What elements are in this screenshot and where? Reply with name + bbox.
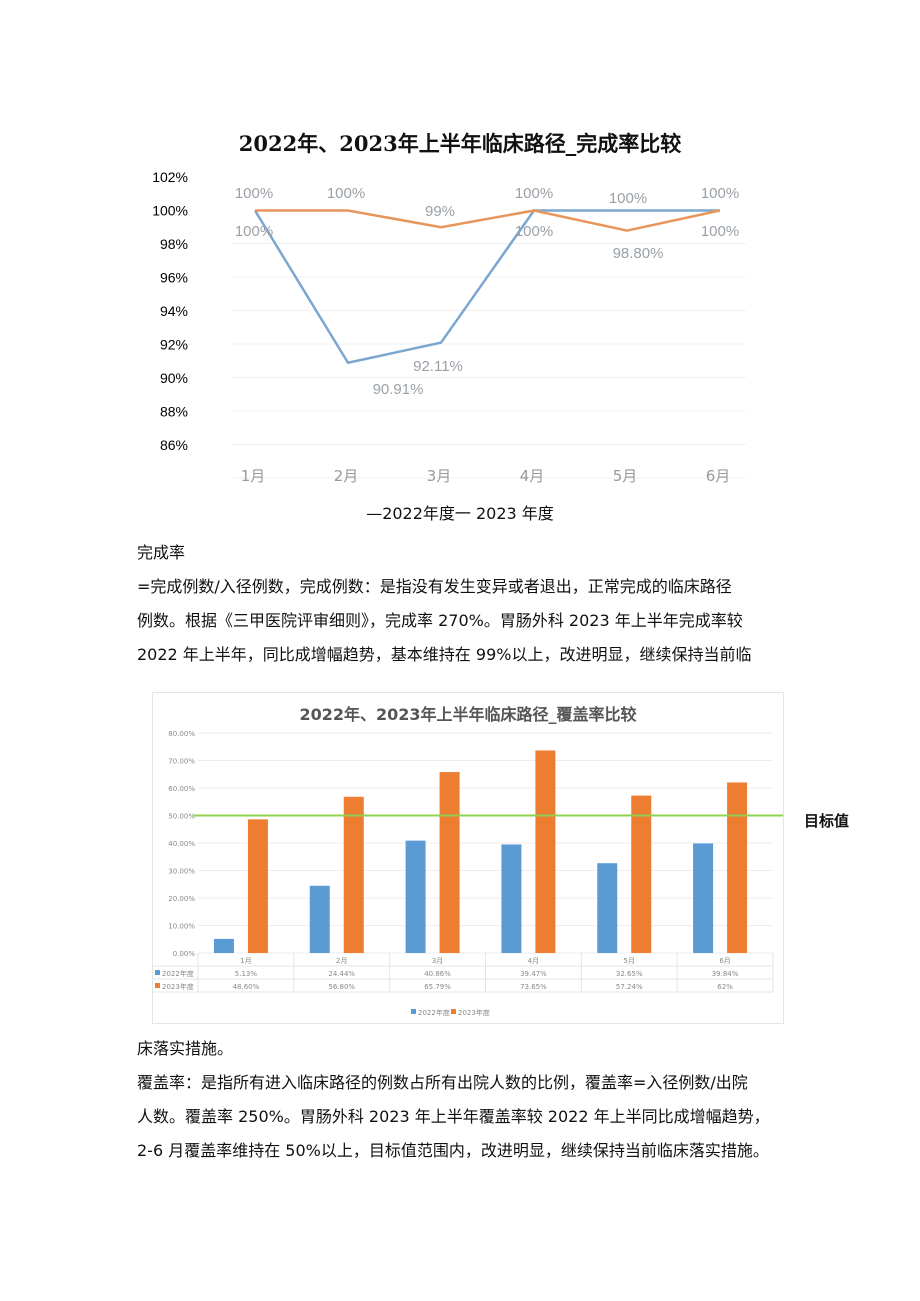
svg-text:40.86%: 40.86% — [424, 970, 451, 978]
svg-text:0.00%: 0.00% — [173, 950, 196, 958]
svg-text:73.65%: 73.65% — [520, 983, 547, 991]
svg-text:98.80%: 98.80% — [613, 245, 664, 262]
svg-text:32.65%: 32.65% — [616, 970, 643, 978]
svg-text:48.60%: 48.60% — [233, 983, 260, 991]
svg-text:99%: 99% — [425, 203, 455, 220]
svg-text:1月: 1月 — [241, 467, 266, 485]
completion-rate-line-chart: 102% 100% 98% 96% 94% 92% 90% 88% 86% 100% 100% 100… — [0, 0, 920, 520]
svg-text:6月: 6月 — [706, 467, 731, 485]
svg-text:62%: 62% — [717, 983, 733, 991]
svg-text:40.00%: 40.00% — [168, 840, 195, 848]
svg-text:2月: 2月 — [334, 467, 359, 485]
svg-text:100%: 100% — [235, 223, 273, 240]
svg-text:4月: 4月 — [528, 957, 539, 965]
svg-text:86%: 86% — [160, 437, 188, 453]
completion-label: 完成率 — [137, 543, 186, 562]
svg-text:2023年度: 2023年度 — [162, 982, 194, 991]
svg-text:98%: 98% — [160, 236, 188, 252]
svg-text:100%: 100% — [515, 185, 553, 202]
chart2-title: 2022年、2023年上半年临床路径_覆盖率比较 — [299, 705, 637, 724]
svg-text:24.44%: 24.44% — [328, 970, 355, 978]
svg-text:90%: 90% — [160, 370, 188, 386]
svg-text:2月: 2月 — [336, 957, 347, 965]
svg-text:2022年度: 2022年度 — [162, 969, 194, 978]
svg-text:100%: 100% — [701, 223, 739, 240]
svg-text:100%: 100% — [609, 190, 647, 207]
svg-text:90.91%: 90.91% — [373, 381, 424, 398]
text-line: 例数。根据《三甲医院评审细则》，完成率 270%。胃肠外科 2023 年上半年完… — [137, 611, 743, 630]
svg-text:30.00%: 30.00% — [168, 868, 195, 876]
svg-text:4月: 4月 — [520, 467, 545, 485]
svg-text:96%: 96% — [160, 270, 188, 286]
svg-text:10.00%: 10.00% — [168, 923, 195, 931]
paragraph-coverage: 床落实措施。 覆盖率：是指所有进入临床路径的例数占所有出院人数的比例，覆盖率=入… — [137, 1032, 817, 1168]
svg-text:94%: 94% — [160, 303, 188, 319]
chart1-legend: —2022年度一 2023 年度 — [366, 504, 554, 523]
text-line: 床落实措施。 — [137, 1039, 234, 1058]
svg-text:88%: 88% — [160, 404, 188, 420]
svg-text:3月: 3月 — [427, 467, 452, 485]
svg-text:92%: 92% — [160, 337, 188, 353]
svg-text:100%: 100% — [327, 185, 365, 202]
paragraph-completion: 完成率 =完成例数/入径例数，完成例数：是指没有发生变异或者退出，正常完成的临床… — [137, 536, 817, 672]
svg-text:6月: 6月 — [719, 957, 730, 965]
svg-text:100%: 100% — [515, 223, 553, 240]
svg-text:20.00%: 20.00% — [168, 895, 195, 903]
text-line: =完成例数/入径例数，完成例数：是指没有发生变异或者退出，正常完成的临床路径 — [137, 577, 732, 596]
svg-text:1月: 1月 — [240, 957, 251, 965]
svg-text:5月: 5月 — [613, 467, 638, 485]
svg-text:2023年度: 2023年度 — [458, 1008, 490, 1017]
text-line: 2022 年上半年，同比成增幅趋势，基本维持在 99%以上，改进明显，继续保持当… — [137, 645, 752, 664]
svg-text:100%: 100% — [701, 185, 739, 202]
svg-text:57.24%: 57.24% — [616, 983, 643, 991]
svg-text:60.00%: 60.00% — [168, 785, 195, 793]
svg-text:65.79%: 65.79% — [424, 983, 451, 991]
text-line: 人数。覆盖率 250%。胃肠外科 2023 年上半年覆盖率较 2022 年上半同… — [137, 1107, 770, 1126]
svg-text:70.00%: 70.00% — [168, 758, 195, 766]
svg-text:92.11%: 92.11% — [413, 358, 463, 375]
svg-text:5月: 5月 — [624, 957, 635, 965]
svg-text:50.00%: 50.00% — [168, 813, 195, 821]
target-value-label: 目标值 — [804, 812, 850, 830]
text-line: 覆盖率：是指所有进入临床路径的例数占所有出院人数的比例，覆盖率=入径例数/出院 — [137, 1073, 748, 1092]
svg-text:39.84%: 39.84% — [712, 970, 739, 978]
svg-text:3月: 3月 — [432, 957, 443, 965]
chart1-title: 2022年、2023年上半年临床路径_完成率比较 — [238, 131, 682, 156]
svg-text:102%: 102% — [152, 169, 188, 185]
svg-text:39.47%: 39.47% — [520, 970, 547, 978]
svg-text:2022年度: 2022年度 — [418, 1008, 450, 1017]
svg-text:5.13%: 5.13% — [235, 970, 258, 978]
svg-text:100%: 100% — [152, 203, 188, 219]
coverage-rate-bar-chart: 2022年、2023年上半年临床路径_覆盖率比较 80.00% 70.00% 60.… — [152, 692, 784, 1024]
svg-text:80.00%: 80.00% — [168, 730, 195, 738]
text-line: 2-6 月覆盖率维持在 50%以上，目标值范围内，改进明显，继续保持当前临床落实… — [137, 1141, 769, 1160]
svg-text:56.80%: 56.80% — [328, 983, 355, 991]
svg-text:100%: 100% — [235, 185, 273, 202]
